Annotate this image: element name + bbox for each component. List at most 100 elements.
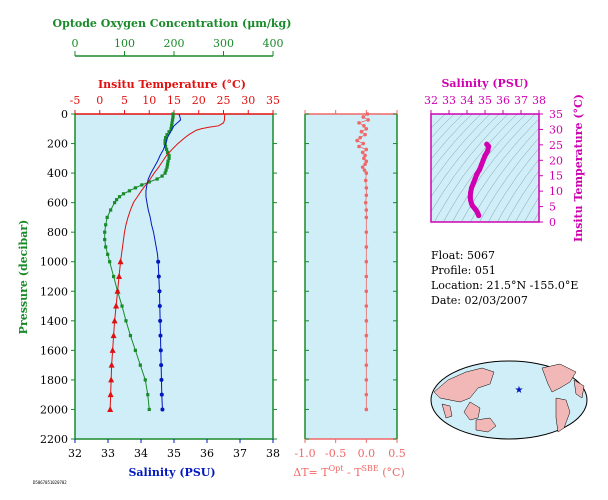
ts-contour (452, 114, 536, 222)
delta-t-point (355, 138, 359, 143)
ts-point (476, 212, 482, 219)
pressure-tick-label: 1400 (40, 315, 68, 328)
oxygen-point (147, 407, 151, 412)
delta-t-point (364, 289, 369, 294)
oxygen-point (105, 215, 109, 220)
temperature-point (114, 287, 121, 294)
delta-t-point (365, 112, 370, 116)
oxygen-point (106, 252, 110, 256)
temperature-tick-label: 35 (266, 94, 280, 107)
delta-t-point (360, 165, 365, 169)
pressure-tick-label: 1000 (40, 256, 68, 269)
oxygen-tick-label: 300 (213, 37, 234, 50)
delta-t-frame (304, 113, 398, 440)
salinity-point (160, 407, 165, 412)
pressure-tick-label: 1600 (40, 344, 68, 357)
land-indonesia (463, 401, 481, 421)
ts-contour (434, 114, 518, 222)
delta-t-point (364, 392, 369, 397)
oxygen-point (155, 177, 159, 181)
land-australia (475, 417, 497, 433)
oxygen-point (167, 156, 171, 160)
oxygen-point (112, 274, 116, 279)
delta-t-point (361, 115, 366, 119)
temperature-point (107, 405, 114, 412)
ts-contour (497, 158, 539, 222)
land-europe-edge (573, 379, 585, 399)
salinity-point (159, 377, 164, 382)
salinity-point (156, 274, 161, 279)
delta-t-point (364, 319, 369, 323)
oxygen-point (114, 198, 119, 202)
delta-t-point (364, 147, 369, 152)
ts-contour (488, 147, 539, 222)
ts-point (480, 157, 486, 163)
ts-contour (431, 114, 491, 184)
pressure-tick-label: 2000 (40, 403, 68, 416)
delta-t-point (366, 118, 370, 122)
ts-contour (431, 114, 509, 213)
salinity-point (158, 348, 163, 353)
salinity-tick-label: 33 (101, 447, 115, 460)
delta-t-tick-label: -1.0 (294, 447, 315, 460)
salinity-tick-label: 35 (167, 447, 181, 460)
temperature-tick-label: -5 (70, 94, 81, 107)
salinity-tick-label: 36 (200, 447, 214, 460)
profile-series-group (103, 112, 226, 412)
salinity-axis-title: Salinity (PSU) (128, 466, 215, 479)
oxygen-point (165, 150, 170, 155)
oxygen-tick-label: 400 (263, 37, 284, 50)
temperature-point (108, 376, 115, 383)
temperature-tick-label: 20 (192, 94, 206, 107)
delta-t-title-part2: - T (344, 466, 363, 479)
pressure-axis-ticks: 0 200 400 600 800 1000 1200 1400 1600 1800 2000 220… (40, 108, 277, 446)
ts-temp-tick-label: 5 (549, 201, 556, 214)
delta-t-tick-label: 0.0 (358, 447, 376, 460)
oxygen-point (147, 180, 151, 184)
oxygen-point (170, 118, 175, 122)
inset-temperature-title: Insitu Temperature (°C) (572, 94, 585, 242)
oxygen-point (165, 133, 169, 137)
oxygen-point (124, 319, 128, 323)
delta-t-point (364, 215, 369, 220)
ts-contour (533, 211, 539, 222)
land-asia (433, 367, 495, 403)
info-date: Date: 02/03/2007 (431, 294, 528, 307)
temperature-tick-label: 30 (241, 94, 255, 107)
ts-salinity-tick-label: 33 (442, 94, 456, 107)
footer-tag: D5067051020702 (33, 480, 67, 485)
delta-t-point (364, 259, 369, 264)
oxygen-point (169, 127, 173, 131)
oxygen-tick-label: 0 (72, 37, 79, 50)
temperature-tick-label: 5 (121, 94, 128, 107)
oxygen-point (133, 186, 137, 190)
oxygen-point (167, 130, 171, 134)
info-float: Float: 5067 (431, 249, 495, 262)
delta-t-point (364, 193, 369, 198)
oxygen-point (171, 112, 175, 116)
oxygen-point (169, 124, 174, 128)
temperature-point (109, 346, 116, 353)
ts-salinity-tick-label: 34 (460, 94, 474, 107)
delta-t-point (364, 348, 369, 353)
oxygen-point (163, 136, 168, 140)
ts-temp-tick-label: 25 (549, 139, 563, 152)
pressure-tick-label: 200 (47, 138, 68, 151)
oxygen-point (146, 393, 150, 397)
delta-t-axis-title: ΔT= TOpt - TSBE (°C) (293, 464, 405, 479)
ts-point (482, 153, 488, 159)
delta-t-point (364, 171, 369, 175)
ts-salinity-tick-label: 38 (532, 94, 546, 107)
oxygen-point (104, 223, 108, 227)
delta-t-point (364, 333, 369, 338)
delta-t-point (363, 132, 367, 137)
ts-contour (470, 127, 539, 222)
delta-t-point (363, 162, 367, 167)
delta-t-tick-label: 0.5 (388, 447, 406, 460)
oxygen-point (103, 230, 107, 234)
delta-t-point (358, 135, 363, 140)
oxygen-point (133, 348, 137, 352)
pressure-tick-label: 400 (47, 167, 68, 180)
delta-t-point (363, 178, 368, 183)
delta-t-point (362, 156, 366, 161)
